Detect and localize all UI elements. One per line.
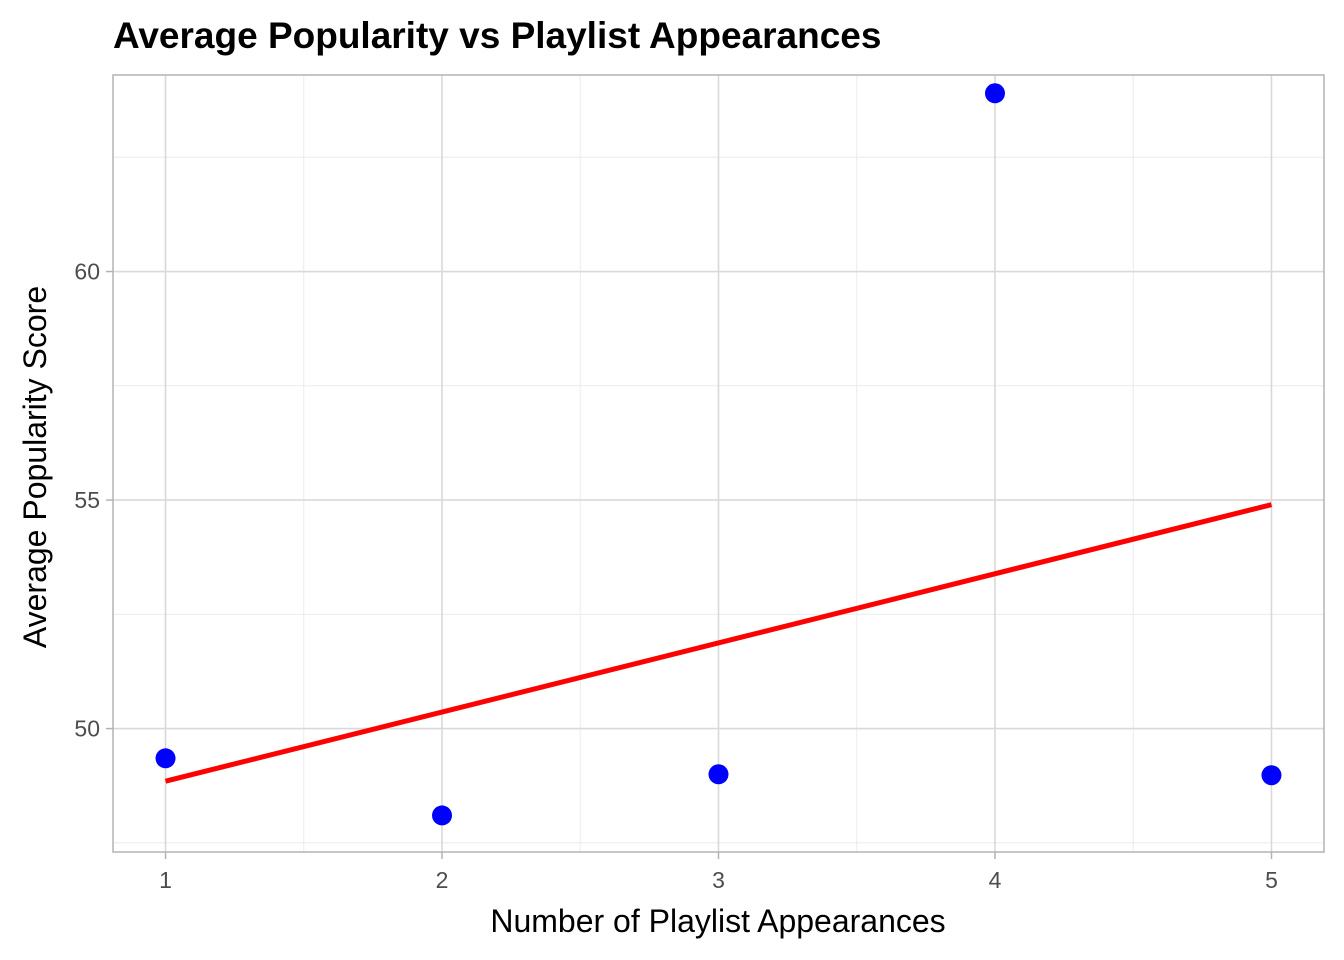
plot-area — [112, 74, 1325, 853]
major-gridlines — [113, 75, 1324, 852]
data-point — [432, 805, 453, 826]
x-tick-label: 2 — [436, 867, 449, 893]
data-point — [1261, 765, 1282, 786]
data-point — [155, 748, 176, 769]
x-axis-title: Number of Playlist Appearances — [490, 903, 945, 939]
series-layer — [155, 83, 1282, 826]
y-axis-title: Average Popularity Score — [17, 286, 53, 648]
trend-line — [164, 502, 1273, 784]
y-tick-label: 60 — [74, 259, 100, 285]
x-tick-label: 5 — [1265, 867, 1278, 893]
x-axis: 1 2 3 4 5 — [159, 852, 1278, 893]
y-axis: 50 55 60 — [74, 259, 113, 742]
data-point — [708, 764, 729, 785]
x-tick-label: 3 — [712, 867, 725, 893]
y-tick-label: 50 — [74, 716, 100, 742]
y-tick-label: 55 — [74, 487, 100, 513]
x-tick-label: 4 — [989, 867, 1002, 893]
data-point — [984, 83, 1005, 104]
x-tick-label: 1 — [159, 867, 172, 893]
chart-title: Average Popularity vs Playlist Appearanc… — [113, 15, 881, 56]
